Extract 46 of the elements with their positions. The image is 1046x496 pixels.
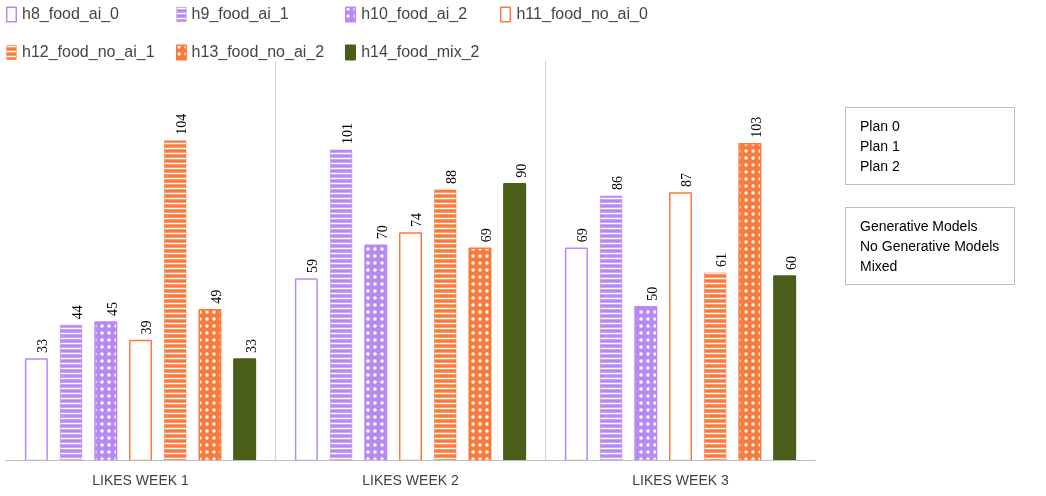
legend-label: h12_food_no_ai_1: [22, 43, 155, 61]
x-tick-label: LIKES WEEK 3: [632, 471, 729, 488]
data-label: 70: [374, 225, 390, 240]
data-label: 101: [340, 122, 356, 144]
data-label: 103: [748, 116, 764, 138]
data-label: 87: [679, 172, 695, 187]
bar: [233, 358, 257, 461]
data-label: 50: [644, 286, 660, 301]
data-label: 45: [104, 302, 120, 317]
data-label: 59: [305, 259, 321, 274]
legend-label: h11_food_no_ai_0: [516, 5, 648, 23]
legend-label: h10_food_ai_2: [361, 5, 468, 23]
data-label: 86: [610, 176, 626, 191]
legend-label: h9_food_ai_1: [191, 5, 289, 23]
x-tick-label: LIKES WEEK 1: [92, 471, 189, 488]
data-label: 33: [35, 339, 51, 354]
data-label: 44: [70, 305, 86, 320]
data-label: 90: [513, 163, 529, 178]
bar: [564, 247, 588, 461]
data-label: 39: [139, 320, 155, 335]
bar: [294, 278, 318, 461]
bar: [398, 232, 423, 461]
x-tick-label: LIKES WEEK 2: [362, 471, 459, 488]
bar: [24, 358, 48, 461]
data-label: 69: [575, 228, 591, 243]
data-label: 74: [409, 212, 425, 227]
data-label: 61: [714, 252, 730, 267]
text: Mixed: [860, 257, 899, 276]
bar: [128, 339, 153, 461]
data-label: 69: [478, 228, 494, 243]
text: No Generative Models: [860, 237, 1000, 256]
bar: [503, 182, 527, 461]
data-label: 104: [174, 113, 190, 135]
data-label: 88: [444, 169, 460, 184]
legend-label: h14_food_mix_2: [361, 43, 480, 61]
legend-label: h8_food_ai_0: [22, 5, 119, 23]
data-label: 60: [783, 255, 799, 270]
data-label: 49: [208, 289, 224, 304]
text: Plan 1: [860, 137, 901, 156]
text: Generative Models: [860, 217, 979, 236]
text: Plan 2: [860, 157, 901, 176]
bar: [668, 192, 693, 461]
bar: [773, 275, 797, 461]
data-label: 33: [243, 339, 259, 354]
legend-label: h13_food_no_ai_2: [191, 43, 325, 61]
text: Plan 0: [860, 117, 901, 136]
